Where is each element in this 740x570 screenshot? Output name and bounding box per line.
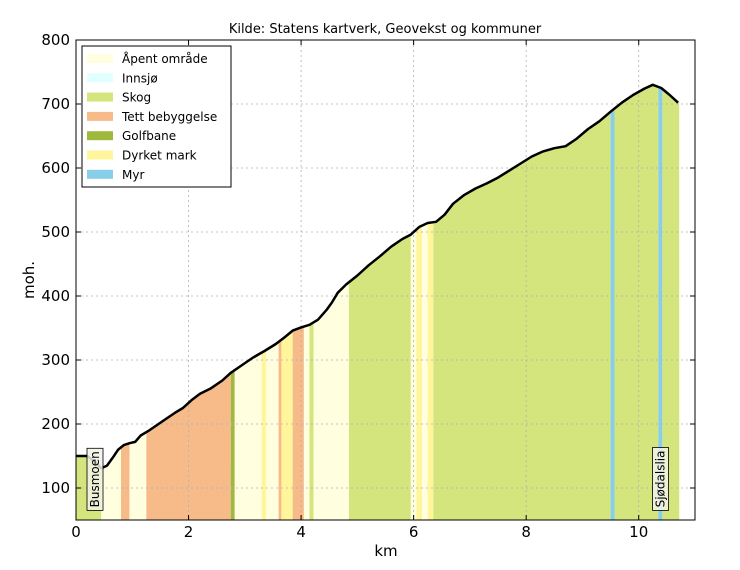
segment-dyrket xyxy=(427,222,434,520)
segment-apent xyxy=(266,341,279,520)
place-label: Busmoen xyxy=(86,447,104,511)
axis-ticks: 0 2 4 6 8 10 100 200 300 400 500 600 700 800 xyxy=(41,31,695,541)
legend-label-bebyggelse: Tett bebyggelse xyxy=(121,110,217,124)
legend-label-apent: Åpent område xyxy=(122,51,208,66)
legend-label-innsjo: Innsjø xyxy=(122,71,158,85)
segment-bebyggelse xyxy=(121,443,130,520)
y-tick-label: 700 xyxy=(41,95,70,113)
segment-bebyggelse xyxy=(292,326,304,520)
y-tick-label: 800 xyxy=(41,31,70,49)
y-tick-label: 500 xyxy=(41,223,70,241)
y-axis-label: moh. xyxy=(20,261,38,299)
plot-frame xyxy=(75,39,696,521)
segment-myr xyxy=(610,108,615,520)
segment-skog xyxy=(662,88,680,521)
segment-dyrket xyxy=(281,330,293,520)
segment-skog xyxy=(348,234,411,520)
place-label-text: Busmoen xyxy=(88,451,102,507)
x-tick-label: 0 xyxy=(71,523,81,541)
x-tick-label: 8 xyxy=(521,523,531,541)
legend: Åpent område Innsjø Skog Tett bebyggelse Gol… xyxy=(81,45,232,188)
segment-golf xyxy=(230,370,235,520)
y-tick-label: 300 xyxy=(41,351,70,369)
segment-apent xyxy=(422,223,428,520)
segment-myr xyxy=(658,86,663,521)
legend-swatch-bebyggelse xyxy=(87,111,113,121)
place-label-box xyxy=(652,447,669,511)
segment-skog xyxy=(433,111,611,520)
x-tick-label: 4 xyxy=(296,523,306,541)
segment-apent xyxy=(410,229,417,520)
legend-swatch-myr xyxy=(87,169,113,179)
segment-skog xyxy=(614,84,659,521)
legend-label-dyrket: Dyrket mark xyxy=(122,149,197,163)
segment-apent xyxy=(234,352,262,520)
segment-apent xyxy=(129,432,147,520)
place-label-box xyxy=(86,447,104,511)
place-label-text: Sjødalslia xyxy=(654,451,668,508)
segment-apent xyxy=(303,324,310,520)
segment-dyrket xyxy=(416,225,423,520)
legend-swatch-golf xyxy=(87,131,113,141)
legend-swatch-dyrket xyxy=(87,150,113,160)
y-tick-label: 100 xyxy=(41,479,70,497)
x-axis-label: km xyxy=(374,542,397,560)
x-tick-label: 6 xyxy=(409,523,419,541)
segment-dyrket xyxy=(261,350,267,520)
legend-swatch-skog xyxy=(87,92,113,102)
legend-label-myr: Myr xyxy=(122,168,144,182)
y-tick-label: 200 xyxy=(41,415,70,433)
elevation-line xyxy=(76,83,679,470)
chart-title: Kilde: Statens kartverk, Geovekst og kom… xyxy=(229,22,542,37)
legend-swatch-apent xyxy=(87,54,113,63)
segment-apent xyxy=(319,282,349,520)
segment-apent xyxy=(101,447,122,520)
landcover-segments xyxy=(76,84,680,521)
segment-apent xyxy=(313,318,320,520)
x-tick-label: 10 xyxy=(629,523,648,541)
segment-skog xyxy=(309,322,314,520)
segment-bebyggelse xyxy=(278,339,282,520)
x-tick-label: 2 xyxy=(184,523,194,541)
legend-label-golf: Golfbane xyxy=(122,129,176,143)
place-labels: Busmoen Sjødalslia xyxy=(86,447,669,511)
legend-label-skog: Skog xyxy=(122,91,151,105)
legend-swatch-innsjo xyxy=(87,73,113,83)
y-tick-label: 400 xyxy=(41,287,70,305)
place-label: Sjødalslia xyxy=(652,447,669,511)
y-tick-label: 600 xyxy=(41,159,70,177)
